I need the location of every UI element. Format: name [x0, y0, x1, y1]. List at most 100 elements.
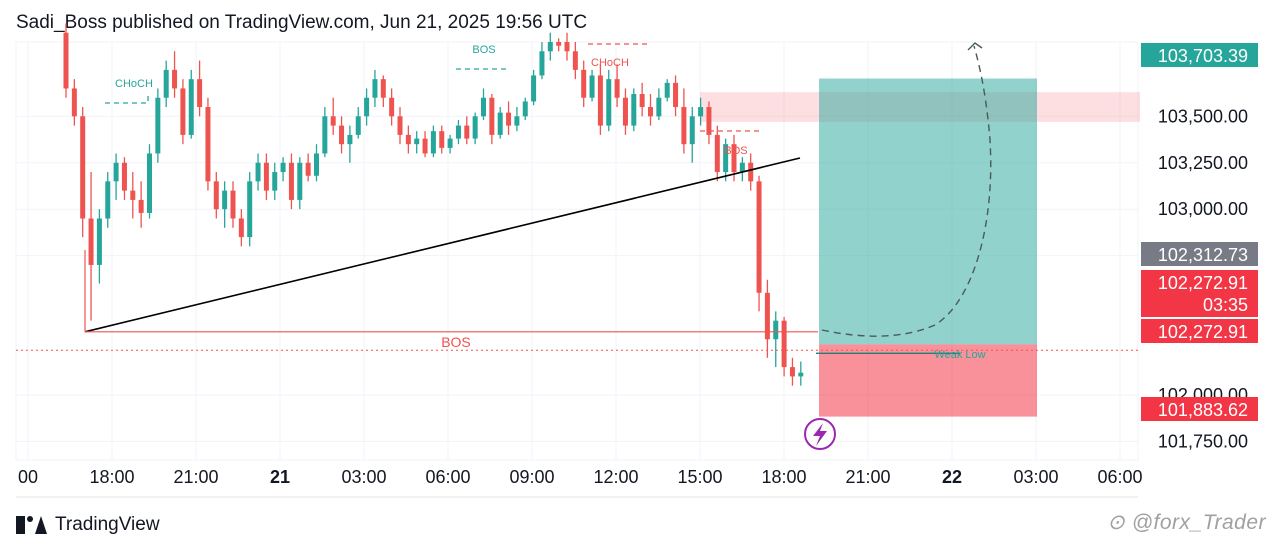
- candle: [664, 79, 670, 102]
- candle: [230, 181, 236, 228]
- projection-arrow-icon: [967, 42, 983, 51]
- candle-body: [539, 51, 545, 76]
- price-badges: 103,703.39102,312.73102,272.9103:35102,2…: [1141, 43, 1258, 421]
- candle: [314, 144, 319, 182]
- candle: [514, 107, 520, 132]
- candle: [773, 311, 779, 368]
- trend-line[interactable]: [84, 157, 801, 333]
- annotation-label: BOS: [724, 145, 747, 157]
- candle: [714, 125, 720, 182]
- candle: [422, 131, 428, 158]
- candle: [263, 153, 269, 200]
- candle-body: [422, 138, 428, 154]
- candle: [414, 131, 420, 154]
- candle-body: [163, 69, 169, 98]
- candle-body: [731, 144, 737, 173]
- candle-body: [497, 112, 503, 135]
- current-price-badge: 102,312.73: [1141, 242, 1258, 266]
- candle-body: [130, 190, 136, 200]
- target-zone[interactable]: [819, 78, 1037, 345]
- candle-body: [63, 32, 69, 89]
- candle: [238, 209, 244, 247]
- x-tick-label: 00: [18, 467, 38, 487]
- candle: [405, 125, 411, 154]
- candle-body: [648, 107, 653, 117]
- candle: [364, 88, 370, 126]
- candle-body: [96, 218, 102, 265]
- candle: [455, 120, 461, 145]
- last-price-badge-bg: [1141, 270, 1258, 317]
- x-tick-label: 12:00: [593, 467, 638, 487]
- candle: [589, 69, 595, 102]
- candle-body: [714, 134, 720, 173]
- candle-body: [639, 94, 645, 108]
- annotation-label: Weak Low: [934, 349, 985, 361]
- x-tick-label: 06:00: [1097, 467, 1142, 487]
- candle-body: [430, 131, 436, 154]
- x-tick-label: 18:00: [89, 467, 134, 487]
- candle: [305, 153, 311, 182]
- y-tick-label: 101,750.00: [1158, 431, 1248, 451]
- candle: [756, 175, 762, 312]
- candle: [247, 172, 253, 247]
- x-tick-label: 03:00: [1013, 467, 1058, 487]
- entry-price-badge-text: 102,272.91: [1158, 322, 1248, 342]
- target-price-badge: 103,703.39: [1141, 43, 1258, 67]
- x-tick-label: 22: [942, 467, 962, 487]
- plot-frame: [15, 41, 1139, 461]
- candle-body: [439, 131, 445, 148]
- candle: [781, 316, 787, 377]
- entry-price-badge-bg: [1141, 319, 1258, 343]
- candle-body: [405, 134, 411, 145]
- candle: [547, 32, 553, 61]
- candle-body: [147, 153, 152, 213]
- candle-body: [322, 116, 328, 154]
- candle: [723, 138, 729, 182]
- candle-body: [556, 42, 562, 46]
- stop-zone[interactable]: [819, 344, 1037, 417]
- annotation-label: BOS: [472, 44, 495, 56]
- candle: [96, 209, 102, 284]
- candle-body: [280, 162, 286, 173]
- publish-header: Sadi_Boss published on TradingView.com, …: [16, 12, 588, 33]
- candle: [113, 153, 119, 200]
- candle-body: [121, 162, 127, 191]
- x-tick-label: 21: [270, 467, 290, 487]
- tradingview-logo[interactable]: TradingView: [16, 514, 160, 536]
- candle: [288, 153, 294, 210]
- candle: [539, 42, 545, 80]
- candle-body: [455, 125, 461, 139]
- candle-body: [288, 162, 294, 200]
- candle: [88, 172, 94, 321]
- last-price-badge-text: 102,272.91: [1158, 273, 1248, 293]
- candle-body: [689, 116, 695, 145]
- candle-body: [414, 138, 420, 145]
- stop-price-badge-bg: [1141, 397, 1258, 421]
- candle-body: [673, 82, 679, 108]
- drawings: [16, 42, 1138, 354]
- candle: [397, 107, 403, 145]
- lightning-bolt: [813, 423, 827, 446]
- candle: [347, 125, 353, 163]
- grid-lines: [15, 41, 1139, 498]
- candle-body: [355, 116, 361, 135]
- candle: [681, 88, 687, 154]
- candle-body: [138, 199, 144, 213]
- annotation-labels: CHoCH BOS CHoCH BOS BOS Weak Low: [115, 44, 986, 361]
- candle: [481, 88, 486, 121]
- candle: [130, 172, 136, 219]
- lightning-icon[interactable]: [804, 418, 836, 450]
- time-axis[interactable]: 00 18:00 21:00 21 03:00 06:00 09:00 12:00 15:00 1…: [18, 467, 1143, 487]
- candle: [572, 42, 578, 80]
- candle-body: [464, 125, 470, 139]
- tradingview-mark-icon: [16, 516, 47, 534]
- candle: [297, 157, 303, 210]
- candle-body: [597, 75, 603, 126]
- target-price-badge-bg: [1141, 43, 1258, 67]
- candle: [489, 94, 495, 145]
- candle-body: [748, 162, 754, 182]
- candle: [197, 60, 203, 117]
- candle: [648, 94, 653, 126]
- candle-body: [155, 97, 161, 154]
